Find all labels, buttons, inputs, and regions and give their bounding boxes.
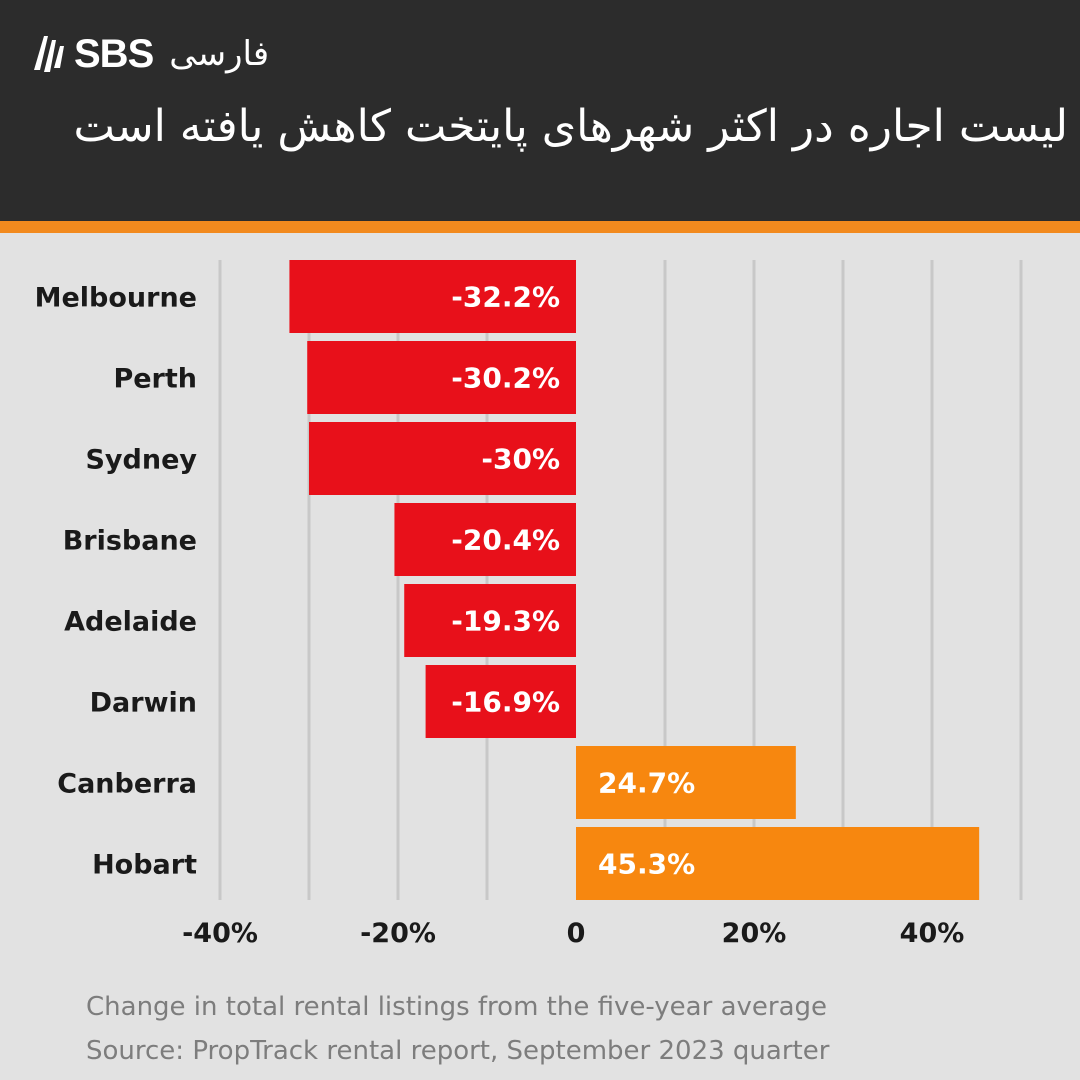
bar-darwin	[425, 665, 576, 738]
bar-perth	[307, 341, 576, 414]
category-label-darwin: Darwin	[90, 688, 197, 719]
x-tick-labels: -40% -20% 0 20% 40%	[182, 918, 964, 949]
chart-subtitle: Change in total rental listings from the…	[86, 992, 827, 1022]
category-label-canberra: Canberra	[57, 769, 197, 800]
category-labels: Melbourne Perth Sydney Brisbane Adelaide Darw…	[35, 283, 198, 881]
category-label-adelaide: Adelaide	[64, 607, 197, 638]
category-label-sydney: Sydney	[85, 445, 197, 476]
category-label-perth: Perth	[113, 364, 197, 395]
x-tick-label: -40%	[182, 918, 258, 949]
x-tick-label: -20%	[360, 918, 436, 949]
data-label-adelaide: -19.3%	[451, 605, 560, 638]
bars: -32.2% -30.2% -30% -20.4% -19.3% -16.9% 24.7% 4…	[289, 260, 980, 900]
x-tick-label: 40%	[900, 918, 965, 949]
category-label-hobart: Hobart	[92, 850, 197, 881]
data-label-hobart: 45.3%	[598, 848, 695, 881]
bar-hobart	[576, 827, 980, 900]
sbs-farsi-logo: SBS فارسی	[30, 26, 269, 82]
bar-brisbane	[394, 503, 576, 576]
category-label-brisbane: Brisbane	[63, 526, 197, 557]
data-label-canberra: 24.7%	[598, 767, 695, 800]
headline-title: لیست اجاره در اکثر شهرهای پایتخت کاهش یا…	[73, 101, 1069, 152]
data-label-brisbane: -20.4%	[451, 524, 560, 557]
brand-farsi: فارسی	[169, 34, 270, 74]
x-tick-label: 20%	[722, 918, 787, 949]
accent-bar	[0, 221, 1080, 233]
header: SBS فارسی لیست اجاره در اکثر شهرهای پایت…	[0, 0, 1080, 221]
data-label-perth: -30.2%	[451, 362, 560, 395]
x-tick-label: 0	[567, 918, 586, 949]
bar-melbourne	[289, 260, 576, 333]
bar-chart: -32.2% -30.2% -30% -20.4% -19.3% -16.9% 24.7% 4…	[35, 260, 1023, 949]
bar-adelaide	[404, 584, 576, 657]
sbs-mercator-icon	[34, 36, 64, 72]
category-label-melbourne: Melbourne	[35, 283, 197, 314]
brand-name: SBS	[74, 32, 154, 76]
data-label-sydney: -30%	[481, 443, 560, 476]
data-label-darwin: -16.9%	[451, 686, 560, 719]
bar-sydney	[309, 422, 576, 495]
data-label-melbourne: -32.2%	[451, 281, 560, 314]
bar-canberra	[576, 746, 796, 819]
chart-source: Source: PropTrack rental report, Septemb…	[86, 1036, 830, 1066]
